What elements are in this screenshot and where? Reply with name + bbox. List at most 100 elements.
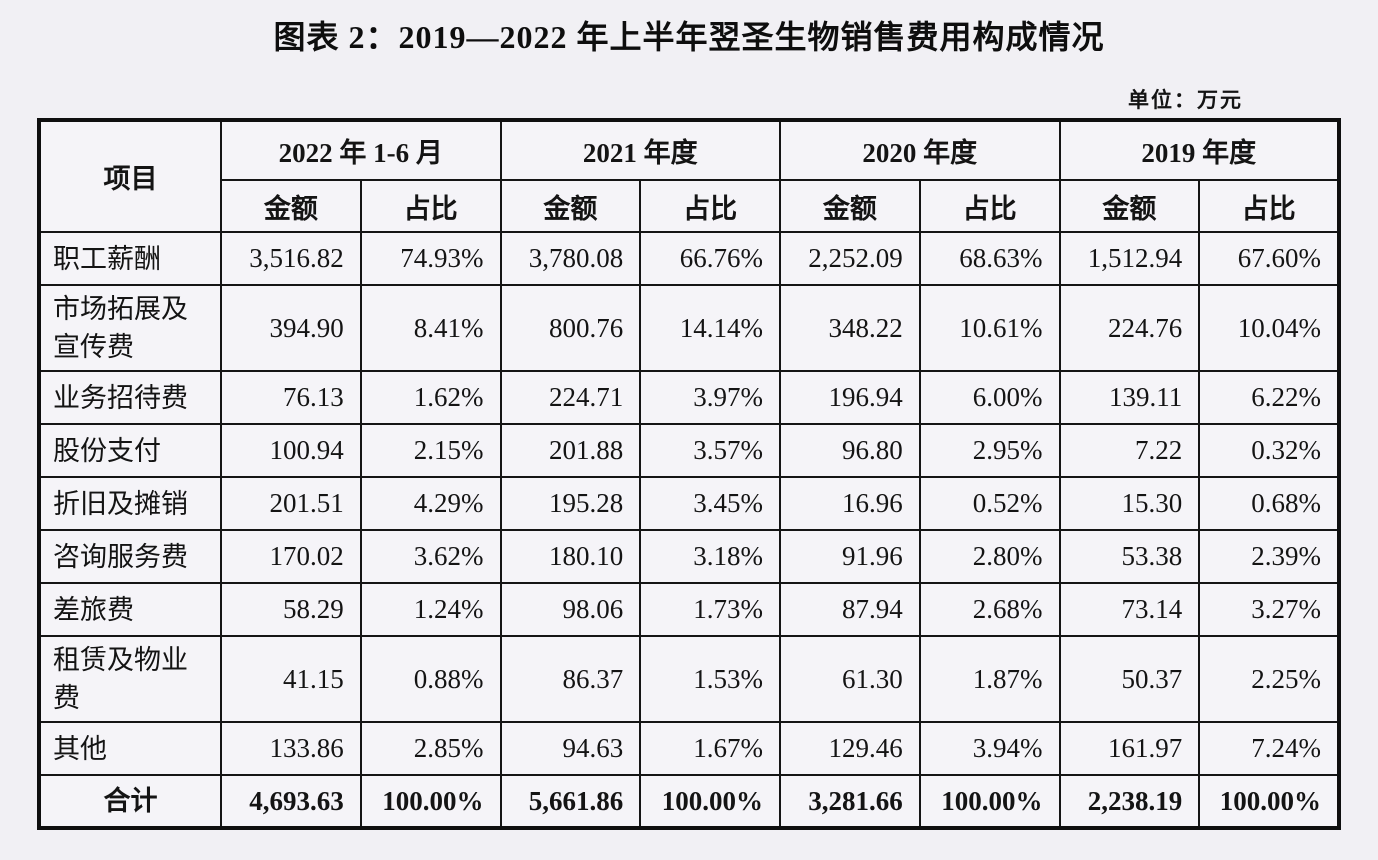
header-ratio: 占比: [1198, 179, 1340, 233]
table-cell: 15.30: [1058, 476, 1201, 531]
table-cell: 0.32%: [1198, 423, 1340, 478]
table-cell: 7.22: [1058, 423, 1201, 478]
table-cell: 14.14%: [639, 284, 781, 372]
table-cell: 68.63%: [918, 231, 1061, 286]
header-amount: 金额: [1058, 179, 1201, 233]
header-period-2020: 2020 年度: [779, 119, 1061, 181]
row-label: 折旧及摊销: [38, 476, 222, 531]
table-cell: 3.27%: [1198, 582, 1340, 637]
table-cell: 170.02: [220, 529, 362, 584]
sales-expense-table: 项目 2022 年 1-6 月 2021 年度 2020 年度 2019 年度 …: [37, 118, 1341, 830]
table-cell: 73.14: [1058, 582, 1201, 637]
table-cell: 180.10: [499, 529, 642, 584]
row-label: 咨询服务费: [38, 529, 222, 584]
table-cell: 2,238.19: [1058, 774, 1201, 829]
table-cell: 100.00%: [359, 774, 502, 829]
table-cell: 7.24%: [1198, 721, 1340, 776]
table-cell: 86.37: [499, 635, 642, 723]
table-cell: 98.06: [499, 582, 642, 637]
table-cell: 100.00%: [918, 774, 1061, 829]
row-label: 其他: [38, 721, 222, 776]
table-cell: 5,661.86: [499, 774, 642, 829]
table-cell: 348.22: [779, 284, 921, 372]
table-row: 差旅费 58.29 1.24% 98.06 1.73% 87.94 2.68% …: [38, 582, 1340, 637]
header-amount: 金额: [220, 179, 362, 233]
table-cell: 3,780.08: [499, 231, 642, 286]
row-label: 租赁及物业费: [38, 635, 222, 723]
table-cell: 0.68%: [1198, 476, 1340, 531]
table-cell: 74.93%: [359, 231, 502, 286]
table-cell: 2.95%: [918, 423, 1061, 478]
table-cell: 76.13: [220, 370, 362, 425]
table-cell: 6.00%: [918, 370, 1061, 425]
table-cell: 2.68%: [918, 582, 1061, 637]
table-row: 租赁及物业费 41.15 0.88% 86.37 1.53% 61.30 1.8…: [38, 635, 1340, 723]
table-cell: 6.22%: [1198, 370, 1340, 425]
row-label: 职工薪酬: [38, 231, 222, 286]
header-ratio: 占比: [359, 179, 502, 233]
table-row: 折旧及摊销 201.51 4.29% 195.28 3.45% 16.96 0.…: [38, 476, 1340, 531]
table-row: 业务招待费 76.13 1.62% 224.71 3.97% 196.94 6.…: [38, 370, 1340, 425]
row-label: 市场拓展及宣传费: [38, 284, 222, 372]
table-cell: 139.11: [1058, 370, 1201, 425]
header-period-2019: 2019 年度: [1058, 119, 1340, 181]
table-row: 咨询服务费 170.02 3.62% 180.10 3.18% 91.96 2.…: [38, 529, 1340, 584]
table-cell: 0.52%: [918, 476, 1061, 531]
table-cell: 3.94%: [918, 721, 1061, 776]
row-label: 差旅费: [38, 582, 222, 637]
header-period-2021: 2021 年度: [499, 119, 781, 181]
source-label: 资料来源：翌圣生物招股书: [37, 856, 1341, 860]
table-cell: 3.97%: [639, 370, 781, 425]
table-cell: 1.24%: [359, 582, 502, 637]
table-row: 股份支付 100.94 2.15% 201.88 3.57% 96.80 2.9…: [38, 423, 1340, 478]
table-cell: 3.45%: [639, 476, 781, 531]
table-cell: 94.63: [499, 721, 642, 776]
table-cell: 100.00%: [639, 774, 781, 829]
table-cell: 4,693.63: [220, 774, 362, 829]
table-cell: 4.29%: [359, 476, 502, 531]
table-cell: 195.28: [499, 476, 642, 531]
table-row: 职工薪酬 3,516.82 74.93% 3,780.08 66.76% 2,2…: [38, 231, 1340, 286]
table-cell: 3,281.66: [779, 774, 921, 829]
table-cell: 201.51: [220, 476, 362, 531]
table-cell: 224.71: [499, 370, 642, 425]
table-cell: 2.25%: [1198, 635, 1340, 723]
table-cell: 161.97: [1058, 721, 1201, 776]
table-cell: 201.88: [499, 423, 642, 478]
table-cell: 67.60%: [1198, 231, 1340, 286]
table-cell: 3,516.82: [220, 231, 362, 286]
header-amount: 金额: [779, 179, 921, 233]
row-label: 业务招待费: [38, 370, 222, 425]
table-cell: 129.46: [779, 721, 921, 776]
table-cell: 2.39%: [1198, 529, 1340, 584]
table-cell: 394.90: [220, 284, 362, 372]
table-cell: 87.94: [779, 582, 921, 637]
table-cell: 91.96: [779, 529, 921, 584]
table-row: 其他 133.86 2.85% 94.63 1.67% 129.46 3.94%…: [38, 721, 1340, 776]
header-period-2022h1: 2022 年 1-6 月: [220, 119, 502, 181]
table-cell: 1.87%: [918, 635, 1061, 723]
unit-label: 单位：万元: [1128, 88, 1243, 112]
total-label: 合计: [38, 774, 222, 829]
table-cell: 2.85%: [359, 721, 502, 776]
content-area: 单位：万元 项目 2022 年 1-6 月 2021 年度 2020 年度 20…: [37, 84, 1341, 860]
page-title: 图表 2：2019—2022 年上半年翌圣生物销售费用构成情况: [273, 19, 1105, 55]
table-cell: 3.18%: [639, 529, 781, 584]
header-ratio: 占比: [918, 179, 1061, 233]
table-cell: 800.76: [499, 284, 642, 372]
table-cell: 16.96: [779, 476, 921, 531]
table-cell: 66.76%: [639, 231, 781, 286]
table-cell: 2.80%: [918, 529, 1061, 584]
table-cell: 2,252.09: [779, 231, 921, 286]
table-cell: 3.57%: [639, 423, 781, 478]
table-cell: 61.30: [779, 635, 921, 723]
table-cell: 1.73%: [639, 582, 781, 637]
table-cell: 196.94: [779, 370, 921, 425]
table-cell: 3.62%: [359, 529, 502, 584]
table-cell: 1,512.94: [1058, 231, 1201, 286]
table-cell: 8.41%: [359, 284, 502, 372]
table-cell: 10.04%: [1198, 284, 1340, 372]
table-cell: 224.76: [1058, 284, 1201, 372]
header-ratio: 占比: [639, 179, 781, 233]
